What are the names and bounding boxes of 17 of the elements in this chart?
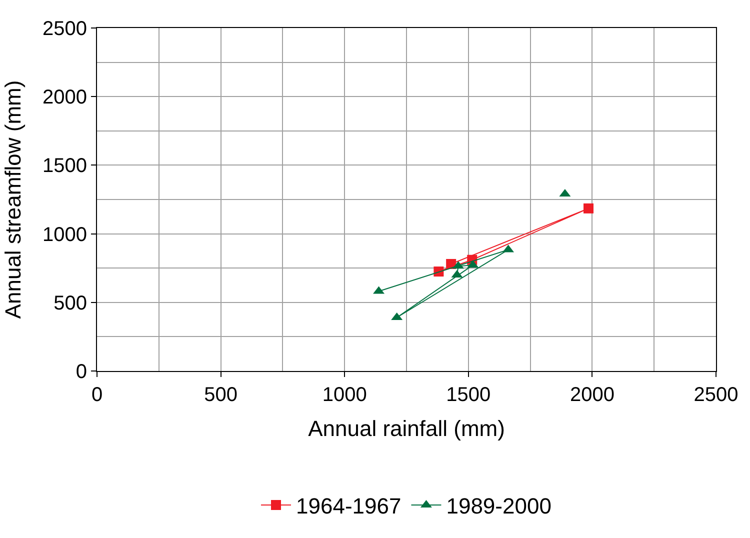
point	[583, 203, 594, 214]
legend-label: 1989-2000	[446, 494, 552, 519]
x-tick-label: 2000	[570, 384, 614, 406]
y-tick-label: 1500	[42, 155, 87, 178]
x-tick-label: 0	[91, 384, 103, 406]
x-axis-title: Annual rainfall (mm)	[308, 416, 505, 441]
legend-label: 1964-1967	[296, 494, 402, 519]
x-tick-label: 2500	[694, 384, 738, 406]
y-tick-label: 0	[76, 361, 87, 383]
y-tick-label: 500	[54, 292, 87, 314]
x-tick-label: 1500	[446, 384, 491, 406]
y-tick-label: 2000	[42, 86, 87, 109]
y-tick-label: 2500	[42, 18, 87, 40]
x-tick-label: 500	[204, 384, 238, 406]
x-tick-label: 1000	[322, 384, 367, 406]
y-axis-title: Annual streamflow (mm)	[0, 80, 26, 319]
y-tick-label: 1000	[42, 224, 87, 246]
